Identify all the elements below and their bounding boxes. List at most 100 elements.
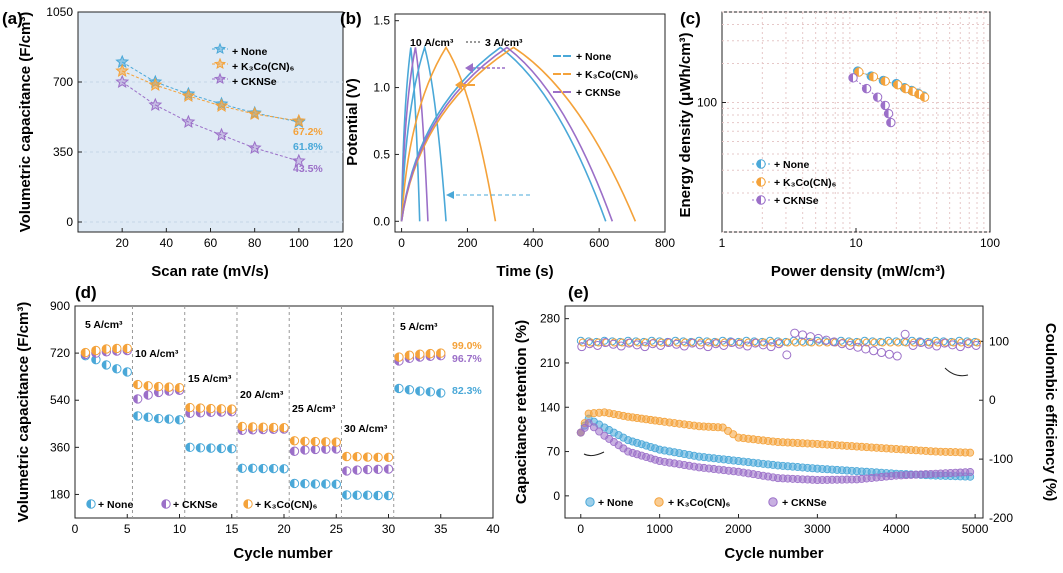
panel-e-ce-k3co-7 [633, 338, 642, 347]
panel-e-ce-k3co-29 [807, 338, 816, 347]
panel-e-ytick-label-0: 0 [553, 489, 560, 503]
panel-d-point-fill-s2-0 [81, 348, 86, 357]
panel-a-plot-frame [77, 11, 344, 233]
panel-d-point-fill-s0-6 [143, 413, 149, 422]
panel-e-ce-k3co-23 [760, 338, 769, 347]
panel-a-retention-k3co: 67.2% [293, 126, 323, 138]
panel-e-y2label: Coulombic efficiency (%) [1042, 323, 1059, 501]
panel-d-point-fill-s2-26 [352, 452, 358, 461]
panel-e-ce-none-16 [702, 337, 711, 346]
panel-d-point-fill-s2-5 [133, 380, 138, 389]
panel-d-point-fill-s2-7 [154, 382, 159, 391]
panel-a-point-s1-2 [181, 88, 196, 102]
panel-e-ce-none-49 [963, 337, 972, 346]
panel-d-point-fill-s2-23 [321, 437, 326, 447]
panel-d-point-fill-s0-10 [185, 443, 190, 452]
panel-d-point-fill-s2-28 [373, 453, 379, 462]
panel-e-ce-none-6 [624, 336, 633, 345]
panel-b-legend-k3co: + K₃Co(CN)₆ [576, 69, 639, 81]
panel-c: (c) 1 10 100 100 Power density (mW/cm³) Ene… [677, 9, 1000, 280]
panel-e-ytick-label-3: 210 [540, 356, 560, 370]
panel-d-point-fill-s0-27 [363, 491, 368, 500]
panel-c-xlabel: Power density (mW/cm³) [771, 263, 945, 280]
panel-e-ce-k3co-39 [886, 338, 895, 347]
panel-e-xtick-label-1: 1000 [646, 522, 673, 536]
panel-d-point-fill-s2-12 [206, 404, 211, 413]
panel-d-xtick-label-6: 30 [382, 522, 396, 536]
panel-d-letter: (d) [75, 283, 97, 302]
panel-e-arrow-right [944, 367, 969, 377]
panel-c-point-fill-s1-5 [908, 87, 913, 96]
panel-e-ce-ckn-48 [955, 342, 965, 352]
panel-c-point-fill-s1-6 [914, 89, 919, 99]
panel-c-legend: + None + K₃Co(CN)₆ + CKNSe [774, 159, 837, 207]
panel-d-ytick-label-3: 720 [50, 346, 70, 360]
panel-d-point-fill-s2-25 [342, 452, 347, 461]
panel-d-point-fill-s0-33 [426, 387, 431, 397]
panel-d-point-fill-s0-8 [164, 414, 170, 424]
panel-a-legend-marker-0 [213, 42, 227, 55]
panel-e-ce-none-42 [908, 336, 917, 345]
panel-e-ce-none-15 [695, 336, 704, 345]
panel-b-arrowhead-none [446, 191, 454, 199]
panel-d-xtick-label-4: 20 [277, 522, 291, 536]
panel-e-ce-none-0 [576, 336, 585, 345]
panel-a-point-s1-0 [115, 63, 130, 77]
panel-d-point-fill-s2-22 [311, 437, 316, 446]
panel-e-ce-k3co-44 [925, 338, 934, 347]
panel-e-ce-k3co-26 [783, 338, 792, 347]
panel-e-point-s1-80 [966, 448, 975, 457]
panel-d-xtick-label-1: 5 [124, 522, 131, 536]
panel-d-point-fill-s0-7 [154, 414, 159, 423]
panel-e-legend-none: + None [598, 497, 633, 509]
panel-e-ylabel: Capacitance retention (%) [513, 320, 530, 504]
panel-a-retention-ckn: 43.5% [293, 163, 323, 175]
panel-d-rate-label-4: 25 A/cm³ [292, 403, 336, 415]
panel-d-point-fill-s2-31 [405, 351, 410, 360]
panel-d-point-fill-s2-3 [112, 344, 117, 353]
panel-a-legend-none: + None [232, 46, 267, 58]
panel-a-point-s1-1 [148, 77, 163, 91]
panel-b-curve-1 [400, 47, 429, 222]
panel-e-ytick-label-1: 70 [547, 445, 561, 459]
panel-d-point-fill-s2-19 [279, 423, 284, 432]
panel-d-point-fill-s2-10 [185, 403, 190, 412]
panel-c-xtick-label-0: 1 [719, 236, 726, 250]
panel-d-point-fill-s2-16 [248, 422, 253, 432]
panel-b-ytick-label-2: 1.0 [373, 81, 390, 95]
panel-e-ce-k3co-15 [697, 338, 706, 347]
panel-b-annotation-10: 10 A/cm³ [410, 37, 454, 49]
panel-d-point-fill-s2-27 [363, 452, 368, 462]
panel-d-legend-marker-fill-1 [161, 499, 166, 509]
panel-c-point-fill-s1-7 [920, 92, 925, 102]
panel-d-xtick-label-8: 40 [486, 522, 500, 536]
panel-e-ce-none-28 [797, 337, 806, 346]
panel-e-ce-ckn-8 [640, 342, 650, 352]
panel-c-legend-marker-fill-1 [756, 177, 761, 187]
panel-e-ce-ckn-40 [892, 351, 902, 361]
panel-b-plot: 0 200 400 600 800 0.0 0.5 1.0 1.5 [373, 14, 675, 250]
panel-a-point-s1-5 [291, 113, 306, 127]
panel-e-ce-none-48 [955, 336, 964, 345]
panel-e-ce-k3co-47 [949, 338, 958, 347]
panel-e-ce-k3co-31 [823, 338, 832, 347]
panel-e-ytick-label-2: 140 [540, 400, 560, 414]
panel-d-point-fill-s2-20 [290, 436, 295, 445]
panel-e-ce-none-45 [931, 336, 940, 345]
panel-e-ce-none-36 [860, 336, 869, 345]
panel-d-retention-2: 96.7% [452, 353, 482, 365]
panel-d-point-fill-s2-14 [227, 404, 232, 414]
panel-d-rate-label-0: 5 A/cm³ [85, 319, 123, 331]
panel-d-point-fill-s1-24 [332, 444, 337, 454]
panel-e-ce-ckn-21 [742, 341, 752, 351]
panel-a-xlabel: Scan rate (mV/s) [151, 263, 269, 280]
panel-b-xtick-label-0: 0 [398, 236, 405, 250]
panel-e-ce-k3co-37 [870, 338, 879, 347]
panel-d-point-fill-s0-9 [175, 415, 180, 425]
panel-b-annotation-3: 3 A/cm³ [485, 37, 523, 49]
panel-b-letter: (b) [340, 9, 362, 28]
panel-d-point-fill-s1-22 [311, 445, 316, 454]
panel-d-point-fill-s0-12 [206, 443, 211, 453]
panel-d-retention-3: 82.3% [452, 385, 482, 397]
panel-b-curve-4 [400, 46, 607, 222]
